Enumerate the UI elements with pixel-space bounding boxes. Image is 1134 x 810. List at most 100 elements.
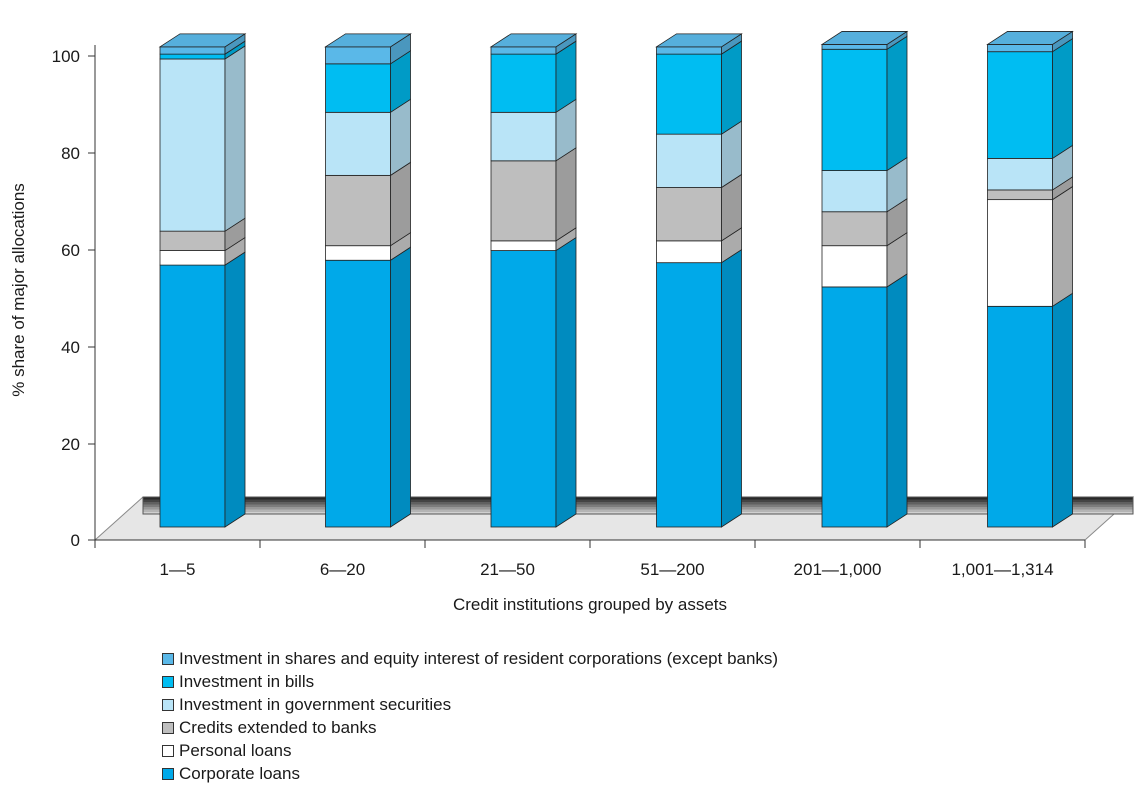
bar-segment <box>490 240 557 251</box>
legend-swatch <box>162 721 174 734</box>
bars <box>158 30 1074 528</box>
bar-top <box>489 33 578 48</box>
bar-segment <box>490 250 557 528</box>
bar-top <box>820 31 909 45</box>
y-ticks: 0 20 40 60 80 100 <box>52 47 95 550</box>
bar-segment <box>159 53 226 60</box>
x-tick-label: 21—50 <box>480 560 535 579</box>
y-axis-title: % share of major allocations <box>9 183 28 397</box>
bar-segment <box>656 262 722 528</box>
bar-segment <box>490 160 557 242</box>
legend-label: Credits extended to banks <box>179 717 377 737</box>
y-tick-label: 100 <box>52 47 80 66</box>
legend-swatch <box>162 744 174 757</box>
legend-label: Corporate loans <box>179 763 300 783</box>
bar-segment <box>325 174 391 247</box>
bar-segment-side <box>886 273 908 528</box>
bar-segment <box>656 133 722 188</box>
legend-label: Investment in government securities <box>179 694 452 714</box>
bar-segment <box>821 211 888 247</box>
x-tick-label: 6—20 <box>320 560 365 579</box>
bar-segment <box>821 170 888 213</box>
bar-segment <box>159 46 226 55</box>
bar-segment-side <box>886 35 908 172</box>
x-tick-label: 1,001—1,314 <box>951 560 1053 579</box>
legend-item: Credits extended to banks <box>162 716 778 739</box>
floor-edge <box>142 496 1134 515</box>
floor-stripe <box>143 504 1133 507</box>
bar-segment <box>987 44 1053 53</box>
chart-legend: Investment in shares and equity interest… <box>162 647 778 785</box>
y-tick-label: 60 <box>61 241 80 260</box>
bar-top <box>324 33 412 48</box>
legend-swatch <box>162 767 174 780</box>
legend-swatch <box>162 698 174 711</box>
x-tick-label: 1—5 <box>160 560 196 579</box>
x-axis-title: Credit institutions grouped by assets <box>453 595 727 614</box>
bar-segment-side <box>555 236 577 528</box>
legend-label: Investment in shares and equity interest… <box>179 648 779 668</box>
x-tick-label: 201—1,000 <box>794 560 882 579</box>
bar-segment-side <box>390 161 411 247</box>
legend-item: Investment in shares and equity interest… <box>162 647 778 670</box>
bar-segment <box>159 250 226 266</box>
bar-segment <box>821 286 888 528</box>
bar-top <box>158 33 247 48</box>
bar-segment <box>987 51 1053 159</box>
bar-segment <box>987 199 1053 307</box>
bar-segment <box>159 58 226 232</box>
bar-segment-side <box>390 246 411 528</box>
bar-segment <box>325 46 391 65</box>
y-tick-label: 40 <box>61 338 80 357</box>
floor-stripe <box>143 497 1133 500</box>
legend-swatch <box>162 675 174 688</box>
bar-segment-side <box>555 147 577 242</box>
bar-segment-side <box>224 45 246 232</box>
bar-segment <box>656 53 722 135</box>
bar-segment-side <box>721 248 742 528</box>
y-tick-label: 20 <box>61 435 80 454</box>
bar-segment <box>656 46 722 55</box>
y-tick-label: 0 <box>71 531 80 550</box>
legend-item: Corporate loans <box>162 762 778 785</box>
chart-floor <box>93 496 1134 541</box>
bar-segment <box>490 46 557 55</box>
bar-segment <box>325 259 391 528</box>
bar-segment <box>325 63 391 113</box>
floor-stripe <box>143 502 1133 505</box>
floor-stripe <box>143 512 1133 515</box>
bar-segment-side <box>224 251 246 528</box>
legend-item: Investment in bills <box>162 670 778 693</box>
legend-label: Investment in bills <box>179 671 315 691</box>
bar-segment <box>821 44 888 50</box>
legend-item: Personal loans <box>162 739 778 762</box>
bar-segment <box>159 230 226 251</box>
legend-swatch <box>162 652 174 665</box>
bar-segment <box>987 157 1053 191</box>
bar-segment <box>325 111 391 176</box>
x-tick-label: 51—200 <box>640 560 704 579</box>
y-tick-label: 80 <box>61 144 80 163</box>
stacked-bar-chart: 0 20 40 60 80 100 1—5 6—20 21—50 51—200 201—1,000… <box>9 30 1134 614</box>
floor-stripe <box>143 507 1133 510</box>
bar-segment <box>656 240 722 264</box>
x-ticks: 1—5 6—20 21—50 51—200 201—1,000 1,001—1,314 <box>94 540 1086 579</box>
bar-segment <box>656 187 722 242</box>
bar-segment <box>821 48 888 171</box>
bar-segment-side <box>1052 37 1073 160</box>
floor-stripe <box>143 509 1133 512</box>
bar-top <box>655 33 743 48</box>
bar-segment <box>987 305 1053 528</box>
bar-segment-side <box>721 40 742 135</box>
bar-segment-side <box>1052 292 1073 528</box>
bar-segment <box>987 189 1053 201</box>
bar-segment <box>325 245 391 261</box>
bar-segment <box>159 264 226 528</box>
bar-top <box>986 31 1074 45</box>
floor-stripe <box>143 499 1133 502</box>
bar-segment <box>490 111 557 162</box>
legend-item: Investment in government securities <box>162 693 778 716</box>
legend-label: Personal loans <box>179 740 292 760</box>
bar-segment <box>821 245 888 288</box>
bar-segment-side <box>1052 185 1073 308</box>
